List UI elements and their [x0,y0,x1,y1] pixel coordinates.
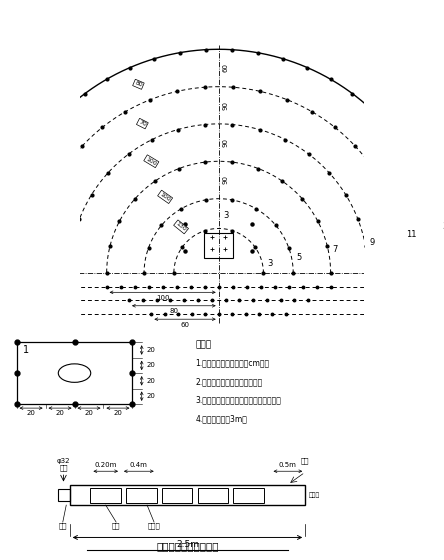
Text: 1.本图尺寸除说明，均以cm计；: 1.本图尺寸除说明，均以cm计； [195,359,270,368]
Text: 炮泥: 炮泥 [301,457,309,464]
Text: 3: 3 [223,211,229,220]
Text: 周边眼间隔装药结构图: 周边眼间隔装药结构图 [156,541,219,550]
Text: 20: 20 [27,410,36,416]
Text: 3: 3 [442,222,444,231]
Bar [16,342,132,404]
Text: 0.5m: 0.5m [279,462,297,468]
Text: 竹片: 竹片 [112,522,120,529]
Bar [58,489,70,501]
Text: 20: 20 [114,410,123,416]
Text: 2.5m: 2.5m [176,540,199,549]
Text: 9: 9 [369,237,374,247]
Text: 90: 90 [222,101,228,110]
Text: 1: 1 [23,345,29,355]
Bar [198,488,228,503]
Text: 20: 20 [147,378,155,384]
Text: 药卷: 药卷 [59,465,68,472]
Text: 3.炮眼及爆破参数详见爆破设计参数表；: 3.炮眼及爆破参数详见爆破设计参数表； [195,395,281,405]
Text: 100: 100 [156,295,170,301]
Text: 80: 80 [169,309,178,315]
Bar [70,485,305,505]
Text: 100: 100 [145,156,158,166]
Text: 炮管: 炮管 [59,522,67,529]
Bar [126,488,157,503]
Text: 2.图中数字代表各炮孔番位图；: 2.图中数字代表各炮孔番位图； [195,377,262,386]
Bar [233,488,264,503]
Text: 20: 20 [147,393,155,399]
Text: 20: 20 [56,410,64,416]
Text: 80: 80 [134,81,143,88]
Text: 3: 3 [267,259,272,268]
Text: 导爆管: 导爆管 [309,492,320,498]
Text: 5: 5 [296,253,301,262]
Bar [91,488,121,503]
Text: 90: 90 [222,175,228,184]
Text: 备注：: 备注： [195,340,211,349]
Text: 0.20m: 0.20m [95,462,117,468]
Text: 11: 11 [406,230,416,239]
Text: 4.一个循环进尺3m。: 4.一个循环进尺3m。 [195,414,247,423]
Text: 60: 60 [181,322,190,328]
Text: 90: 90 [222,138,228,147]
Text: 100: 100 [159,192,171,202]
Text: φ32: φ32 [57,458,70,464]
Text: 130: 130 [175,221,187,232]
Text: 0.4m: 0.4m [130,462,148,468]
Bar [162,488,192,503]
Text: 20: 20 [84,410,93,416]
Bar [204,233,233,258]
Text: 60: 60 [222,63,228,72]
Text: 20: 20 [147,362,155,368]
Text: 7: 7 [333,245,338,254]
Text: 70: 70 [138,120,147,128]
Text: 间隔层: 间隔层 [148,522,160,529]
Text: 20: 20 [147,347,155,353]
